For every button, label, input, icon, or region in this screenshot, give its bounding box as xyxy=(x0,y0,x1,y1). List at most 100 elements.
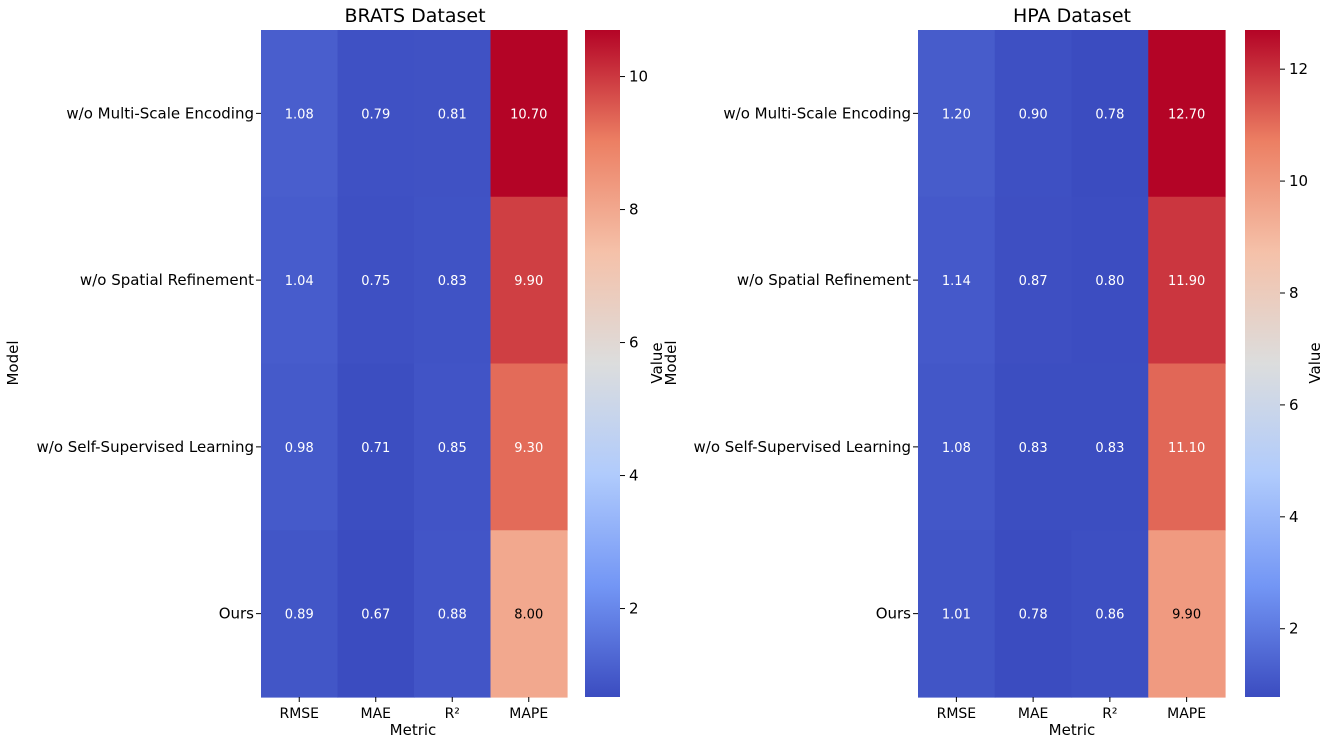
row-tick-label: w/o Spatial Refinement xyxy=(737,271,911,289)
row-tick-label: Ours xyxy=(219,605,254,623)
colorbar-gradient xyxy=(585,30,620,697)
colorbar-tick-label: 2 xyxy=(1289,620,1299,638)
cell-value-label: 0.85 xyxy=(438,441,467,456)
cell-value-label: 11.10 xyxy=(1168,441,1205,456)
heatmap-cell xyxy=(490,30,568,198)
colorbar: 2 4 6 8 10 Value xyxy=(585,30,666,697)
y-axis-label: Model xyxy=(662,340,680,385)
y-axis-label: Model xyxy=(4,340,22,385)
heatmap-cell xyxy=(414,363,492,531)
heatmap-panel-hpa: HPA Dataset 1.20 0.90 0.78 12.70 1.14 0.87 0.8… xyxy=(662,5,1324,739)
cell-value-label: 0.86 xyxy=(1095,608,1124,623)
cell-value-label: 0.90 xyxy=(1019,107,1048,122)
cell-value-label: 9.90 xyxy=(514,274,543,289)
cell-value-label: 0.83 xyxy=(1095,441,1124,456)
column-tick-label: R² xyxy=(445,706,460,722)
colorbar-tick-label: 4 xyxy=(1289,508,1299,526)
heatmap-cell xyxy=(918,363,996,531)
heatmap-cell xyxy=(1071,363,1149,531)
colorbar-gradient xyxy=(1245,30,1280,697)
cell-value-label: 0.87 xyxy=(1019,274,1048,289)
x-axis-label: Metric xyxy=(390,721,437,739)
cell-value-label: 0.83 xyxy=(438,274,467,289)
heatmap-panel-brats: BRATS Dataset 1.08 0.79 0.81 10.70 1.04 0.75 0… xyxy=(4,5,666,739)
colorbar-tick-label: 6 xyxy=(629,334,639,352)
column-tick-labels: RMSE MAE R² MAPE xyxy=(937,697,1206,722)
row-tick-label: w/o Self-Supervised Learning xyxy=(37,438,255,456)
cell-value-label: 0.79 xyxy=(361,107,390,122)
heatmap-cells: 1.20 0.90 0.78 12.70 1.14 0.87 0.80 11.90 1.08 0.… xyxy=(918,30,1226,698)
heatmap-cell xyxy=(1071,530,1149,698)
colorbar-tick-label: 10 xyxy=(1289,172,1308,190)
heatmap-cell xyxy=(1148,363,1226,531)
colorbar-tick-label: 2 xyxy=(629,600,639,618)
cell-value-label: 0.78 xyxy=(1095,107,1124,122)
cell-value-label: 11.90 xyxy=(1168,274,1205,289)
row-tick-label: w/o Multi-Scale Encoding xyxy=(723,104,911,122)
heatmap-cell xyxy=(337,530,415,698)
column-tick-label: MAPE xyxy=(509,706,548,722)
cell-value-label: 1.20 xyxy=(942,107,971,122)
cell-value-label: 8.00 xyxy=(514,608,543,623)
colorbar-tick-label: 6 xyxy=(1289,396,1299,414)
heatmap-cell xyxy=(337,363,415,531)
column-tick-label: MAE xyxy=(360,706,391,722)
colorbar-tick-label: 12 xyxy=(1289,60,1308,78)
heatmap-cell xyxy=(994,530,1073,698)
column-tick-label: R² xyxy=(1102,706,1117,722)
heatmap-cells: 1.08 0.79 0.81 10.70 1.04 0.75 0.83 9.90 0.98 0.7… xyxy=(261,30,568,698)
colorbar-ticks: 2 4 6 8 10 12 xyxy=(1280,60,1308,638)
cell-value-label: 0.88 xyxy=(438,608,467,623)
heatmap-cell xyxy=(414,196,492,365)
column-tick-labels: RMSE MAE R² MAPE xyxy=(279,697,548,722)
cell-value-label: 0.89 xyxy=(285,608,314,623)
colorbar-tick-label: 10 xyxy=(629,68,648,86)
heatmap-cell xyxy=(994,30,1073,198)
heatmap-cell xyxy=(994,196,1073,365)
colorbar-tick-label: 4 xyxy=(629,467,639,485)
heatmap-cell xyxy=(1071,196,1149,365)
row-tick-labels: w/o Multi-Scale Encoding w/o Spatial Refi… xyxy=(37,104,261,623)
column-tick-label: MAPE xyxy=(1167,706,1206,722)
column-tick-label: RMSE xyxy=(937,706,977,722)
cell-value-label: 1.08 xyxy=(285,107,314,122)
cell-value-label: 1.01 xyxy=(942,608,971,623)
cell-value-label: 9.90 xyxy=(1172,608,1201,623)
cell-value-label: 9.30 xyxy=(514,441,543,456)
row-tick-label: w/o Self-Supervised Learning xyxy=(694,438,912,456)
heatmap-cell xyxy=(1071,30,1149,198)
cell-value-label: 0.78 xyxy=(1019,608,1048,623)
cell-value-label: 0.98 xyxy=(285,441,314,456)
colorbar-label: Value xyxy=(648,342,666,383)
column-tick-label: MAE xyxy=(1018,706,1049,722)
heatmap-cell xyxy=(261,530,339,698)
heatmap-cell xyxy=(994,363,1073,531)
x-axis-label: Metric xyxy=(1049,721,1096,739)
heatmap-cell xyxy=(261,196,339,365)
heatmap-cell xyxy=(490,530,568,698)
cell-value-label: 0.81 xyxy=(438,107,467,122)
row-tick-label: Ours xyxy=(876,605,911,623)
heatmap-cell xyxy=(918,530,996,698)
row-tick-label: w/o Multi-Scale Encoding xyxy=(66,104,254,122)
chart-title: HPA Dataset xyxy=(1013,5,1131,27)
cell-value-label: 0.75 xyxy=(361,274,390,289)
colorbar: 2 4 6 8 10 12 Value xyxy=(1245,30,1324,697)
cell-value-label: 1.14 xyxy=(942,274,971,289)
column-tick-label: RMSE xyxy=(279,706,319,722)
cell-value-label: 0.71 xyxy=(361,441,390,456)
colorbar-ticks: 2 4 6 8 10 xyxy=(620,68,648,618)
colorbar-label: Value xyxy=(1306,342,1324,383)
heatmap-cell xyxy=(1148,30,1226,198)
cell-value-label: 1.04 xyxy=(285,274,314,289)
chart-title: BRATS Dataset xyxy=(344,5,485,27)
cell-value-label: 0.83 xyxy=(1019,441,1048,456)
row-tick-label: w/o Spatial Refinement xyxy=(80,271,254,289)
heatmap-cell xyxy=(261,363,339,531)
colorbar-tick-label: 8 xyxy=(629,201,639,219)
heatmap-cell xyxy=(337,30,415,198)
heatmap-cell xyxy=(1148,530,1226,698)
heatmap-cell xyxy=(490,196,568,365)
cell-value-label: 0.80 xyxy=(1095,274,1124,289)
